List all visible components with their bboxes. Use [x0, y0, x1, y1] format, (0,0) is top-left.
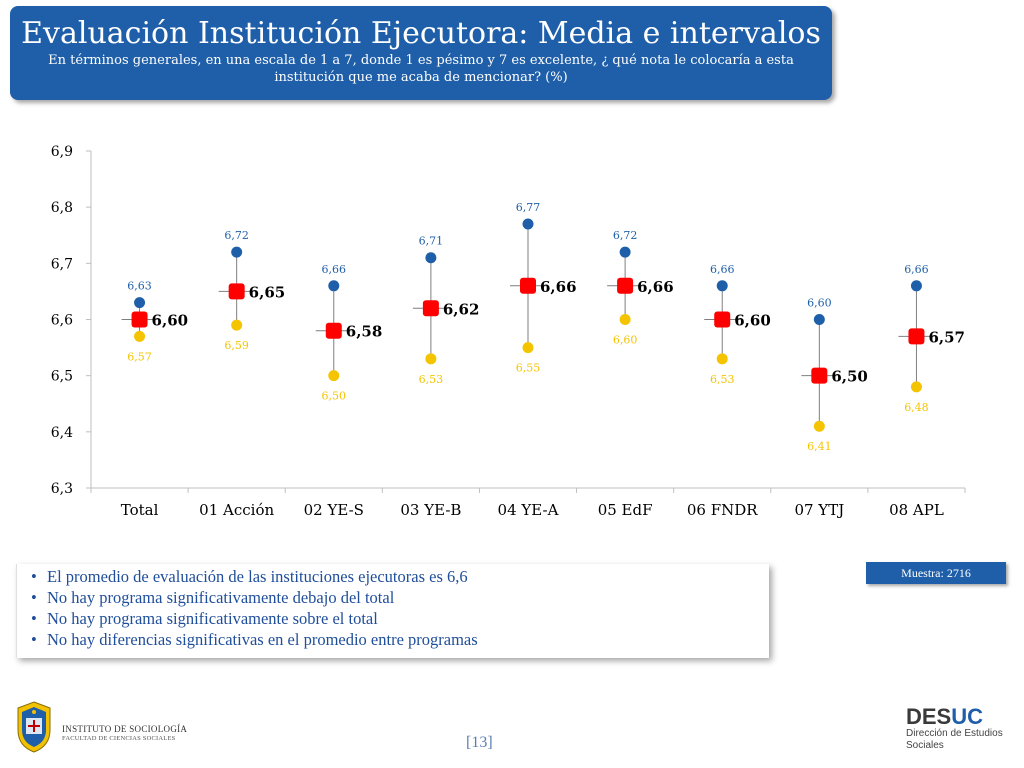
x-tick-label: 07 YTJ [794, 501, 844, 519]
instituto-logo: INSTITUTO DE SOCIOLOGÍA FACULTAD DE CIEN… [14, 700, 204, 758]
x-tick-label: 03 YE-B [400, 501, 461, 519]
lower-label: 6,53 [419, 373, 444, 386]
upper-point [522, 218, 534, 230]
upper-point [425, 252, 437, 264]
question-text: En términos generales, en una escala de … [48, 53, 794, 85]
x-tick-label: 01 Acción [199, 501, 274, 519]
upper-point [134, 297, 146, 309]
mean-point [520, 277, 536, 294]
sample-badge: Muestra: 2716 [866, 562, 1006, 584]
lower-label: 6,55 [516, 362, 541, 375]
mean-label: 6,57 [928, 328, 965, 346]
upper-label: 6,63 [127, 280, 152, 293]
mean-label: 6,62 [443, 300, 480, 318]
lower-point [619, 314, 631, 325]
x-tick-label: 04 YE-A [498, 501, 559, 519]
lower-label: 6,48 [904, 401, 929, 414]
university-seal-icon [17, 701, 51, 753]
upper-label: 6,72 [613, 229, 638, 242]
x-tick-label: 02 YE-S [304, 501, 364, 519]
lower-point [813, 420, 825, 432]
note-item: El promedio de evaluación de las institu… [31, 566, 769, 587]
desuc-logo: DESUC Dirección de Estudios Sociales [906, 706, 1016, 762]
upper-label: 6,66 [322, 263, 347, 276]
lower-point [328, 370, 340, 382]
lower-point [231, 319, 243, 331]
desuc-line-2: Sociales [906, 740, 944, 751]
notes-box: El promedio de evaluación de las institu… [16, 564, 769, 658]
title-banner: Evaluación Institución Ejecutora: Media … [10, 6, 832, 100]
mean-label: 6,65 [249, 283, 286, 301]
mean-label: 6,50 [831, 368, 868, 386]
mean-point [617, 277, 634, 294]
mean-point [325, 322, 342, 339]
upper-point [716, 280, 728, 292]
lower-label: 6,60 [613, 334, 638, 347]
upper-label: 6,60 [807, 297, 832, 310]
y-tick-label: 6,9 [51, 144, 73, 160]
upper-label: 6,72 [224, 229, 249, 242]
upper-point [619, 246, 631, 258]
lower-point [522, 342, 534, 354]
y-tick-label: 6,6 [51, 313, 73, 329]
note-item: No hay diferencias significativas en el … [31, 629, 769, 650]
upper-point [910, 280, 922, 292]
y-tick-label: 6,5 [51, 369, 73, 385]
lower-point [910, 381, 922, 393]
upper-point [231, 246, 243, 258]
lower-label: 6,53 [710, 373, 735, 386]
x-tick-label: 08 APL [889, 501, 944, 519]
y-tick-label: 6,8 [51, 200, 73, 216]
upper-label: 6,66 [904, 263, 929, 276]
mean-label: 6,60 [152, 312, 189, 330]
desuc-wordmark-uc: UC [951, 704, 984, 729]
upper-label: 6,77 [516, 201, 541, 214]
y-tick-label: 6,7 [51, 256, 73, 272]
desuc-line-1: Dirección de Estudios [906, 728, 1003, 739]
mean-label: 6,66 [540, 278, 577, 296]
interval-chart: 6,3 6,4 6,5 6,6 6,7 6,8 6,9 Total 6,63 6,57 6,60 01… [51, 144, 966, 519]
upper-point [813, 314, 825, 325]
note-item: No hay programa significativamente debaj… [31, 587, 769, 608]
upper-label: 6,66 [710, 263, 735, 276]
faculty-name: FACULTAD DE CIENCIAS SOCIALES [62, 735, 176, 742]
lower-label: 6,57 [127, 350, 152, 363]
lower-point [425, 353, 437, 365]
upper-point [328, 280, 340, 292]
note-item: No hay programa significativamente sobre… [31, 608, 769, 629]
lower-label: 6,59 [224, 339, 249, 352]
upper-label: 6,71 [419, 235, 444, 248]
page-number: [13] [466, 734, 493, 751]
x-tick-label: 05 EdF [598, 501, 653, 519]
lower-point [134, 330, 146, 342]
mean-label: 6,66 [637, 278, 674, 296]
mean-label: 6,58 [346, 323, 383, 341]
y-tick-label: 6,4 [51, 425, 73, 441]
mean-point [714, 311, 731, 328]
mean-point [228, 283, 245, 300]
desuc-wordmark: DESUC [906, 706, 1016, 728]
mean-point [131, 311, 148, 328]
mean-point [422, 300, 439, 317]
mean-point [811, 367, 828, 384]
lower-label: 6,50 [322, 390, 347, 403]
mean-point [908, 328, 925, 345]
desuc-wordmark-des: DES [906, 704, 952, 729]
lower-label: 6,41 [807, 440, 832, 453]
mean-label: 6,60 [734, 312, 771, 330]
institute-name: INSTITUTO DE SOCIOLOGÍA [62, 724, 188, 734]
x-tick-label: Total [121, 501, 159, 519]
y-tick-label: 6,3 [51, 481, 73, 497]
x-tick-label: 06 FNDR [687, 501, 758, 519]
lower-point [716, 353, 728, 365]
notes-list: El promedio de evaluación de las institu… [17, 566, 769, 650]
page-title: Evaluación Institución Ejecutora: Media … [21, 16, 821, 51]
